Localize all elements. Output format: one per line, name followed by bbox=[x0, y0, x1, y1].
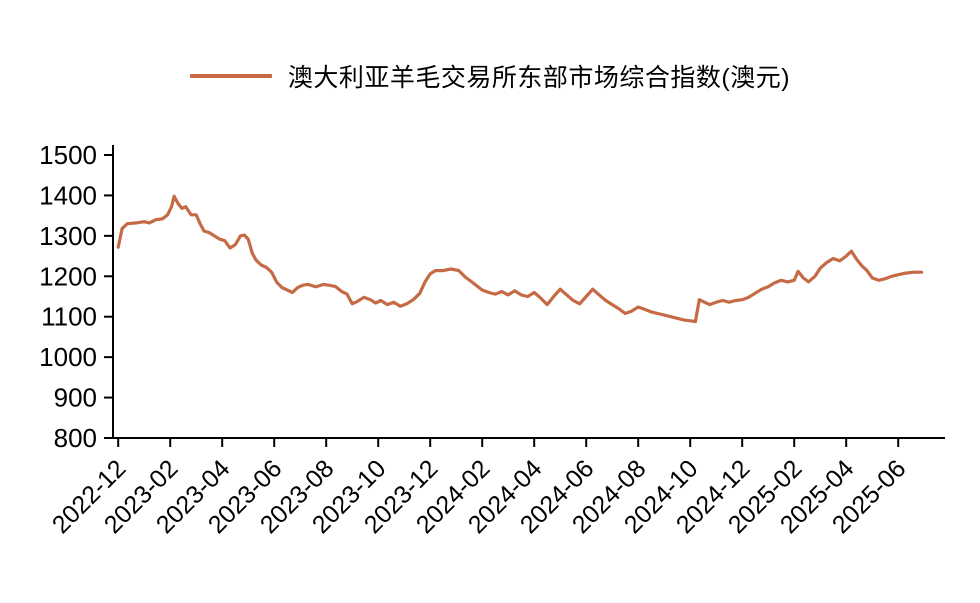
y-tick-label: 900 bbox=[54, 383, 97, 413]
chart-area: 800 900 1000 1100 1200 1300 1400 1500 2022-12 202… bbox=[0, 120, 980, 603]
y-tick-label: 1200 bbox=[39, 261, 97, 291]
legend-line-swatch bbox=[189, 74, 272, 78]
y-tick-label: 1300 bbox=[39, 221, 97, 251]
y-tick-label: 800 bbox=[54, 423, 97, 453]
y-tick-label: 1500 bbox=[39, 140, 97, 170]
series-line bbox=[116, 194, 924, 324]
legend: 澳大利亚羊毛交易所东部市场综合指数(澳元) bbox=[0, 58, 980, 94]
wool-index-chart: 8009001000110012001300140015002022-12202… bbox=[39, 140, 945, 539]
y-tick-label: 1100 bbox=[41, 302, 97, 332]
y-tick-label: 1000 bbox=[39, 342, 97, 372]
legend-label: 澳大利亚羊毛交易所东部市场综合指数(澳元) bbox=[287, 64, 791, 92]
y-tick-label: 1400 bbox=[39, 180, 97, 210]
